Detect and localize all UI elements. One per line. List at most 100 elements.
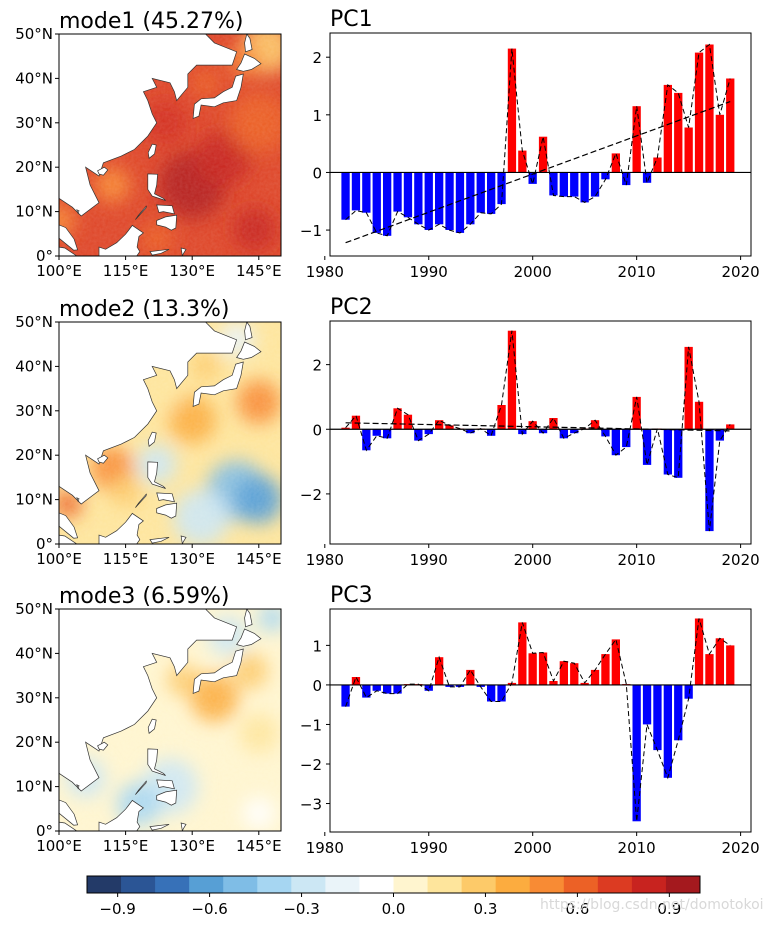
- pc-bar: [726, 78, 735, 173]
- lon-tick-label: 115°E: [103, 262, 149, 280]
- landmass: [244, 34, 253, 53]
- pc-bar: [528, 653, 537, 685]
- landmass: [180, 247, 187, 256]
- pc-bar: [466, 669, 475, 685]
- pc-bar: [590, 172, 600, 197]
- map-panel-3: mode3 (6.59%) 50°N 40°N 30°N 20°N 10°N 0°100°E…: [15, 584, 281, 855]
- landmass: [76, 209, 80, 215]
- x-tick-label: 2000: [514, 263, 552, 281]
- chart-frame: [329, 32, 752, 257]
- pc-bar: [590, 420, 600, 430]
- landmass: [180, 535, 187, 544]
- x-tick-label: 1980: [306, 263, 344, 281]
- pc-bar: [694, 52, 704, 173]
- pc-bar: [705, 654, 714, 685]
- pc-bar: [663, 684, 672, 778]
- colorbar-swatch: [665, 876, 701, 893]
- pc-bar: [538, 136, 548, 173]
- lon-tick-label: 145°E: [236, 262, 282, 280]
- land-masses: [59, 34, 262, 256]
- pc-bar: [642, 172, 652, 183]
- colorbar: −0.9 −0.6 −0.3 0.0 0.3 0.6 0.9: [86, 875, 701, 918]
- pc-bar: [341, 172, 350, 220]
- pc-bar: [435, 657, 444, 685]
- x-tick-label: 2010: [618, 551, 656, 569]
- pc-bar: [424, 684, 433, 691]
- x-tick-label: 1990: [410, 839, 448, 857]
- land-masses: [59, 322, 262, 544]
- lon-tick-label: 130°E: [169, 262, 215, 280]
- colorbar-tick-label: 0.9: [657, 900, 681, 918]
- pc-bar: [653, 684, 662, 751]
- pc-chart-2: PC2 −2 0 2 1980 1990 2000 2010 2020: [300, 295, 760, 569]
- colorbar-swatch: [359, 876, 394, 893]
- lat-tick-label: 30°N: [15, 402, 53, 420]
- pc-bar: [466, 172, 475, 225]
- colorbar-swatch: [563, 876, 599, 893]
- map-field: [59, 34, 281, 256]
- pc-bar: [622, 172, 631, 186]
- lon-tick-label: 145°E: [236, 550, 282, 568]
- y-tick-label: −2: [300, 756, 322, 774]
- map-field: [59, 609, 281, 831]
- colorbar-swatch: [291, 876, 326, 893]
- land-masses: [59, 609, 262, 831]
- pc-bar: [632, 684, 641, 822]
- pc-bar: [341, 427, 350, 430]
- y-tick-label: 0: [312, 677, 322, 695]
- chart-title: PC1: [330, 7, 373, 32]
- x-tick-label: 2000: [514, 551, 552, 569]
- landmass: [147, 748, 166, 776]
- y-tick-label: 0: [312, 164, 322, 182]
- trend-line: [345, 101, 731, 244]
- landmass: [192, 648, 244, 694]
- map-panel-2: mode2 (13.3%) 50°N 40°N 30°N 20°N 10°N 0°100°E…: [15, 297, 282, 568]
- colorbar-swatch: [597, 876, 633, 893]
- pc-bar: [487, 172, 496, 214]
- pc-bar: [611, 429, 620, 456]
- pc-bar: [549, 681, 558, 685]
- landmass: [192, 361, 244, 407]
- y-tick-label: 2: [312, 49, 322, 67]
- pc-bar: [674, 429, 683, 478]
- lat-tick-label: 50°N: [15, 25, 53, 43]
- pc-bar: [362, 684, 371, 698]
- pc-series-line: [345, 330, 731, 532]
- pc-bar: [684, 346, 693, 430]
- landmass: [236, 341, 262, 360]
- pc-bar: [372, 172, 381, 233]
- pc-bar: [726, 645, 735, 685]
- lon-tick-label: 100°E: [36, 262, 82, 280]
- landmass: [76, 497, 80, 503]
- pc-bar: [351, 172, 361, 211]
- pc-bar: [507, 330, 517, 430]
- landmass: [59, 512, 79, 539]
- lat-tick-label: 40°N: [15, 644, 53, 662]
- pc-bar: [414, 172, 423, 225]
- pc-bar: [403, 172, 413, 218]
- y-tick-label: −1: [300, 222, 322, 240]
- colorbar-swatch: [121, 876, 156, 893]
- pc-bar: [715, 114, 724, 173]
- pc-bar: [507, 682, 517, 685]
- x-tick-label: 1990: [410, 263, 448, 281]
- landmass: [59, 534, 78, 544]
- lat-tick-label: 30°N: [15, 114, 53, 132]
- map-title: mode3 (6.59%): [59, 584, 229, 609]
- landmass: [135, 780, 147, 795]
- lon-tick-label: 115°E: [103, 550, 149, 568]
- landmass: [59, 34, 238, 217]
- pc-bar: [674, 684, 683, 741]
- pc-bar: [445, 172, 454, 230]
- chart-frame: [329, 608, 752, 833]
- pc-bar: [383, 172, 392, 236]
- y-tick-label: −2: [300, 486, 322, 504]
- pc-bar: [601, 654, 610, 685]
- pc-bar: [424, 172, 433, 230]
- lat-tick-label: 10°N: [15, 203, 53, 221]
- colorbar-swatch: [155, 876, 190, 893]
- pc-bar: [715, 429, 724, 441]
- colorbar-tick-label: −0.6: [191, 900, 227, 918]
- colorbar-swatch: [393, 876, 428, 893]
- landmass: [236, 53, 262, 72]
